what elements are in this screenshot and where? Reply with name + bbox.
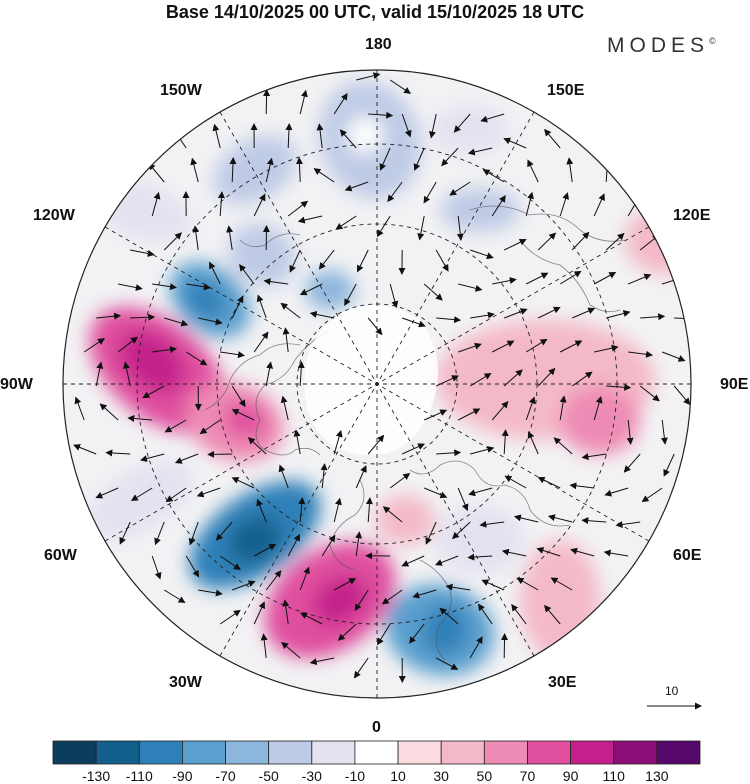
colorbar-swatch xyxy=(527,741,570,764)
colorbar-swatch xyxy=(312,741,355,764)
lon-label-0: 0 xyxy=(372,719,381,737)
colorbar-swatch xyxy=(139,741,182,764)
anomaly-patch xyxy=(347,117,383,153)
lon-label-30e: 30E xyxy=(548,674,576,692)
colorbar-swatch xyxy=(269,741,312,764)
colorbar-swatch xyxy=(657,741,700,764)
colorbar-tick-label: 90 xyxy=(563,768,579,784)
lon-label-60w: 60W xyxy=(44,547,77,565)
colorbar-swatch xyxy=(614,741,657,764)
colorbar-tick-label: -130 xyxy=(82,768,110,784)
lon-label-30w: 30W xyxy=(169,674,202,692)
anomaly-patch xyxy=(435,505,525,575)
colorbar-tick-label: 30 xyxy=(433,768,449,784)
wind-arrow xyxy=(208,454,232,455)
colorbar-tick-label: -30 xyxy=(302,768,322,784)
colorbar-swatch xyxy=(355,741,398,764)
lon-label-150w: 150W xyxy=(160,82,202,100)
colorbar-swatch xyxy=(441,741,484,764)
anomaly-patch xyxy=(520,540,600,660)
colorbar-swatch xyxy=(226,741,269,764)
colorbar-tick-label: 50 xyxy=(477,768,493,784)
lon-label-180: 180 xyxy=(365,36,392,54)
anomaly-field xyxy=(60,60,705,710)
colorbar-swatch xyxy=(571,741,614,764)
colorbar-tick-label: 130 xyxy=(645,768,668,784)
colorbar-tick-label: -90 xyxy=(172,768,192,784)
colorbar-swatch xyxy=(53,741,96,764)
colorbar-tick-label: 110 xyxy=(603,768,625,784)
colorbar-swatch xyxy=(96,741,139,764)
colorbar-tick-label: -70 xyxy=(215,768,235,784)
anomaly-patch xyxy=(430,105,510,155)
colorbar-tick-label: -110 xyxy=(126,768,153,784)
colorbar-tick-label: 10 xyxy=(390,768,406,784)
anomaly-patch xyxy=(560,385,640,455)
colorbar-swatch xyxy=(484,741,527,764)
anomaly-patch xyxy=(305,270,355,310)
lon-label-120e: 120E xyxy=(673,207,710,225)
anomaly-patch xyxy=(440,188,520,232)
colorbar-tick-label: 70 xyxy=(520,768,536,784)
colorbar-tick-label: -10 xyxy=(345,768,365,784)
lon-label-60e: 60E xyxy=(673,547,701,565)
colorbar-swatch xyxy=(182,741,225,764)
lon-label-90e: 90E xyxy=(720,376,748,394)
lon-label-150e: 150E xyxy=(547,82,584,100)
vector-reference-value: 10 xyxy=(665,684,678,698)
lon-label-90w: 90W xyxy=(0,376,33,394)
anomaly-patch xyxy=(375,495,435,545)
wind-arrow xyxy=(266,90,267,114)
colorbar-tick-label: -50 xyxy=(259,768,279,784)
lon-label-120w: 120W xyxy=(33,207,75,225)
colorbar xyxy=(53,741,700,764)
colorbar-swatch xyxy=(398,741,441,764)
